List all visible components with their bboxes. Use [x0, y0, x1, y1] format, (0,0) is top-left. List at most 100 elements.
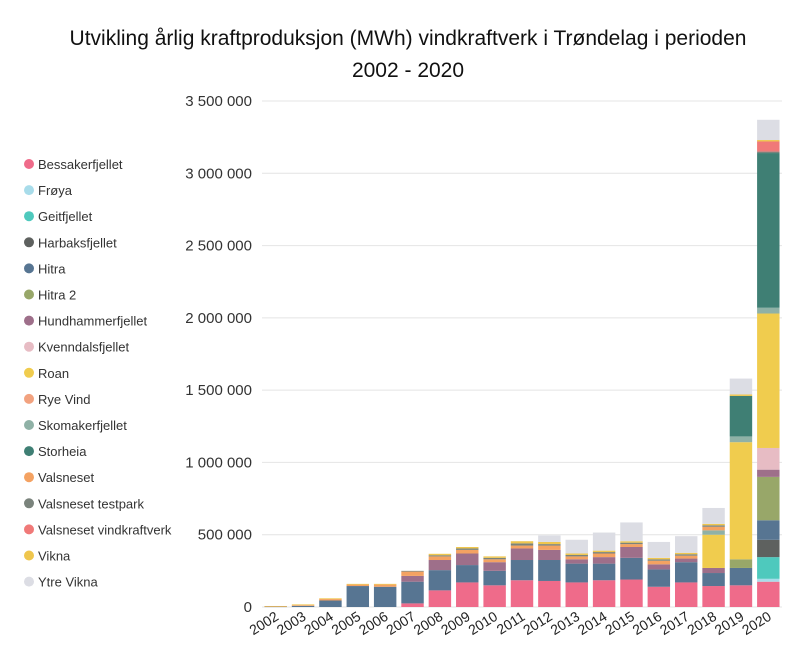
bar-segment: [757, 520, 780, 540]
bar-segment: [757, 557, 780, 579]
bar-segment: [620, 557, 643, 580]
legend-label: Rye Vind: [38, 392, 91, 407]
bar-segment: [401, 603, 424, 607]
bar-segment: [291, 605, 315, 607]
bar-segment: [757, 153, 780, 308]
legend-label: Valsneset vindkraftverk: [38, 522, 172, 537]
legend-item: Bessakerfjellet: [24, 157, 123, 172]
legend-item: Hundhammerfjellet: [24, 314, 147, 329]
bar-segment: [456, 582, 479, 607]
bar-segment: [483, 585, 506, 607]
legend-marker: [24, 393, 34, 404]
bar-segment: [346, 586, 370, 607]
bar-segment: [510, 580, 534, 607]
bar-segment: [346, 583, 370, 585]
legend-item: Valsneset testpark: [24, 496, 144, 511]
legend-marker: [24, 550, 34, 561]
bar-segment: [620, 547, 643, 558]
bar-segment: [729, 436, 753, 443]
bar-segment: [674, 562, 698, 583]
legend-marker: [24, 263, 34, 274]
bar-segment: [565, 554, 588, 557]
legend-marker: [24, 524, 34, 535]
legend-label: Storheia: [38, 444, 87, 459]
legend-label: Kvenndalsfjellet: [38, 340, 129, 355]
chart-title: Utvikling årlig kraftproduksjon (MWh) vi…: [70, 27, 747, 50]
legend-marker: [24, 211, 34, 222]
bar-segment: [674, 558, 698, 563]
bar-segment: [729, 585, 753, 607]
legend-label: Vikna: [38, 549, 71, 564]
bar-segment: [757, 140, 780, 142]
legend-marker: [24, 315, 34, 326]
bar-segment: [456, 553, 479, 566]
bar-segment: [538, 544, 561, 546]
bar-segment: [592, 563, 616, 581]
legend-label: Valsneset testpark: [38, 496, 144, 511]
y-axis-ticks: 0 500 000 1 000 000 1 500 000 2 000 000 2 500…: [185, 93, 252, 616]
legend-marker: [24, 367, 34, 378]
bar-segment: [729, 442, 753, 560]
bar-segment: [264, 606, 287, 608]
legend-item: Geitfjellet: [24, 209, 93, 224]
legend-item: Kvenndalsfjellet: [24, 340, 129, 355]
bar-segment: [702, 567, 725, 574]
legend-marker: [24, 289, 34, 300]
bar-segment: [592, 580, 616, 607]
bar-segment: [510, 560, 534, 581]
bar-segment: [401, 581, 424, 604]
bar-segment: [757, 476, 780, 521]
y-tick-label: 0: [244, 599, 252, 616]
bar-segment: [291, 604, 315, 606]
bar-segment: [592, 553, 616, 558]
chart-subtitle: 2002 - 2020: [352, 59, 464, 82]
bar-segment: [456, 565, 479, 583]
bar-segment: [510, 541, 534, 544]
bar-segment: [428, 560, 452, 571]
bar-segment: [538, 535, 561, 542]
bar-segment: [510, 545, 534, 549]
legend-item: Vikna: [24, 549, 71, 564]
legend-item: Ytre Vikna: [24, 575, 99, 590]
bar-segment: [565, 563, 588, 583]
legend-marker: [24, 159, 34, 169]
bar-segment: [674, 552, 698, 555]
legend-item: Skomakerfjellet: [24, 418, 127, 433]
legend-label: Hitra: [38, 261, 66, 276]
legend: Bessakerfjellet Frøya Geitfjellet Harbaksfj…: [24, 157, 172, 590]
bar-segment: [456, 549, 479, 554]
bar-segment: [647, 560, 671, 565]
y-tick-label: 2 000 000: [185, 310, 252, 327]
bar-segment: [592, 532, 616, 551]
legend-item: Storheia: [24, 444, 87, 459]
bar-segment: [647, 557, 671, 560]
bar-segment: [592, 557, 616, 564]
bar-segment: [702, 586, 725, 607]
bar-segment: [538, 560, 561, 581]
bar-segment: [428, 556, 452, 561]
bar-segment: [702, 534, 725, 568]
bar-segment: [565, 539, 588, 554]
bar-segment: [647, 564, 671, 570]
legend-marker: [24, 576, 34, 587]
bar-segment: [729, 394, 753, 396]
legend-marker: [24, 185, 34, 196]
bar-segment: [620, 542, 643, 545]
bar-segment: [264, 606, 287, 607]
bar-segment: [565, 556, 588, 560]
bar-segment: [757, 447, 780, 470]
legend-marker: [24, 498, 34, 509]
legend-label: Harbaksfjellet: [38, 235, 117, 250]
bar-segment: [510, 543, 534, 546]
bar-segment: [565, 559, 588, 564]
bar-segment: [592, 552, 616, 554]
bar-segment: [428, 555, 452, 557]
bar-segment: [757, 578, 780, 582]
bar-segment: [674, 536, 698, 553]
bar-segment: [702, 530, 725, 535]
bar-segment: [757, 141, 780, 152]
bar-segment: [373, 583, 397, 585]
bar-segment: [647, 559, 671, 561]
y-tick-label: 3 500 000: [185, 93, 252, 110]
